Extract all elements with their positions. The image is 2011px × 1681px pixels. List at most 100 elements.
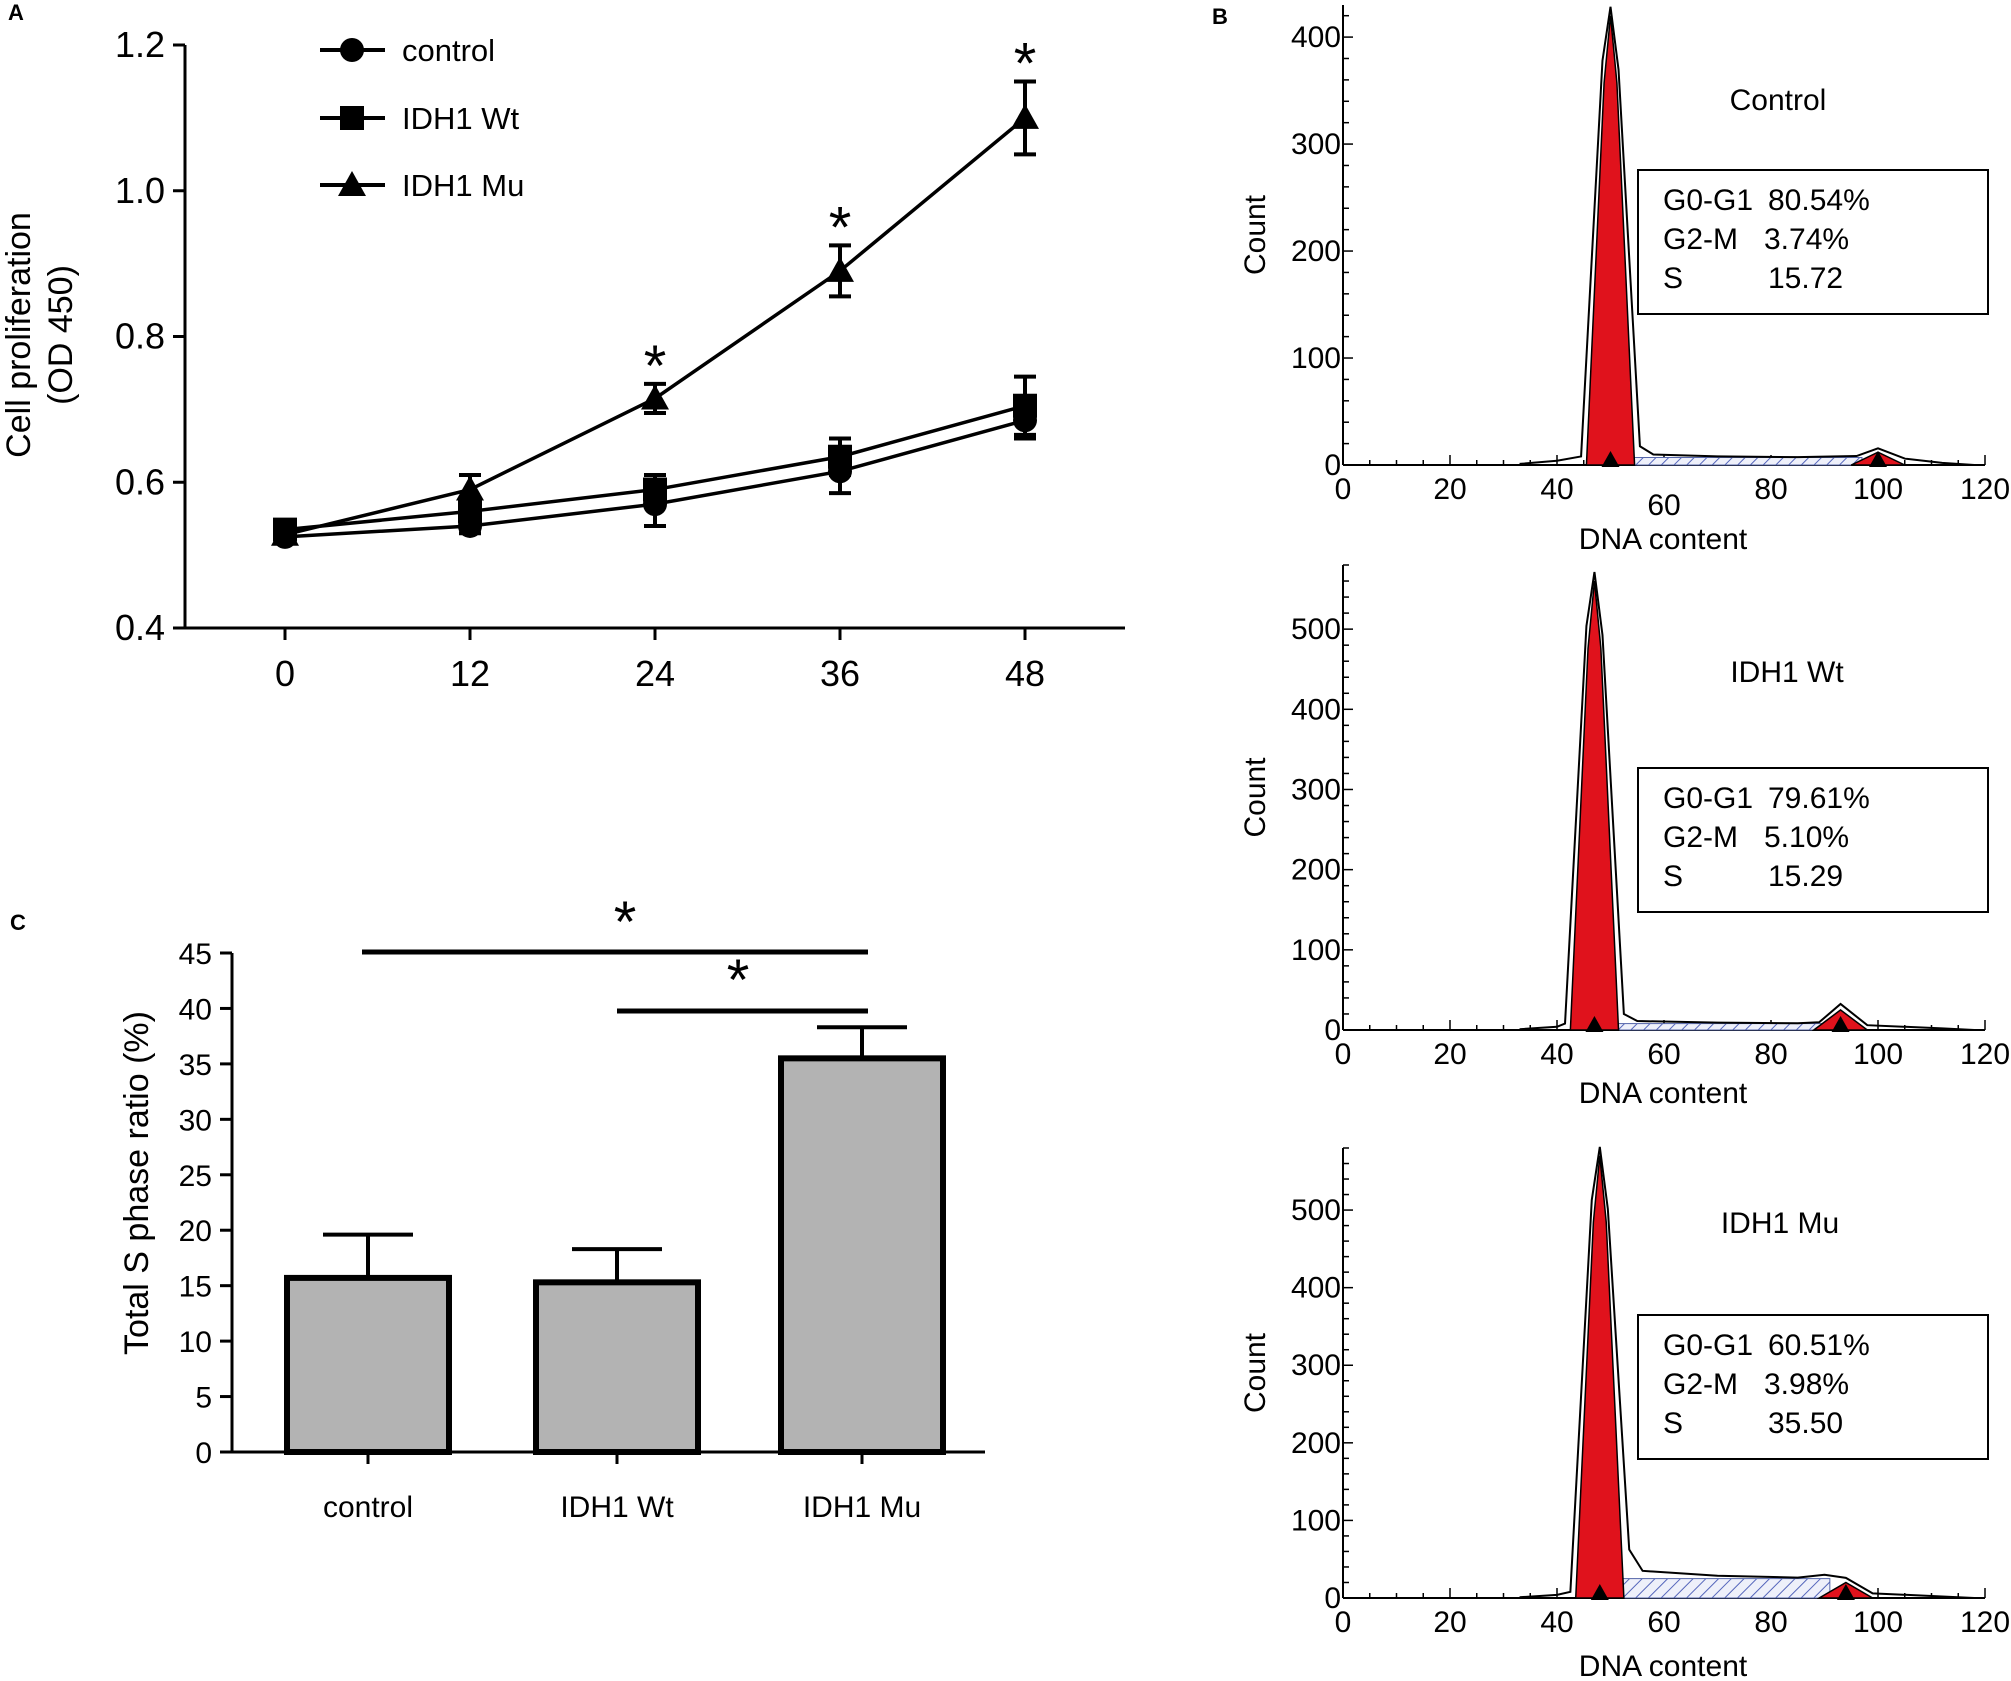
data-point-idh1-mu — [271, 520, 299, 546]
significance-star: * — [727, 948, 750, 1013]
x-tick-label: 40 — [1540, 1606, 1573, 1639]
panel-letter-c: C — [10, 910, 26, 935]
stat-value: 3.98% — [1764, 1368, 1849, 1401]
x-tick-label: 24 — [635, 653, 675, 694]
x-tick-label: 40 — [1540, 473, 1573, 506]
x-axis-label: DNA content — [1579, 1650, 1748, 1681]
peak-marker — [1831, 1016, 1850, 1032]
y-tick-label: 5 — [195, 1382, 212, 1415]
data-point-idh1-wt — [828, 444, 852, 469]
stat-value: 5.10% — [1764, 821, 1849, 854]
s-phase-area — [1631, 457, 1863, 466]
x-tick-label: 80 — [1754, 1606, 1787, 1639]
y-tick-label: 15 — [179, 1271, 212, 1304]
legend: control IDH1 Wt IDH1 Mu — [320, 33, 524, 203]
data-point-idh1-mu — [1011, 103, 1039, 129]
x-tick-label: 60 — [1647, 1038, 1680, 1071]
y-tick-label: 1.0 — [115, 170, 165, 211]
significance-star: * — [614, 890, 637, 955]
y-tick-label: 400 — [1291, 21, 1341, 54]
peak-marker — [1836, 1584, 1855, 1600]
y-tick-label: 10 — [179, 1326, 212, 1359]
data-point-idh1-wt — [1013, 393, 1037, 418]
y-tick-label: 0 — [1324, 449, 1341, 482]
y-tick-label: 400 — [1291, 1272, 1341, 1305]
legend-label: IDH1 Wt — [402, 101, 520, 136]
y-tick-label: 0 — [195, 1437, 212, 1470]
line-chart: 0.4 0.6 0.8 1.0 1.2 0 12 24 36 48 Cell proliferati… — [0, 24, 1125, 694]
significance-star: * — [1014, 31, 1037, 96]
bar-control — [284, 1274, 452, 1455]
peak-marker — [1601, 451, 1620, 467]
y-tick-label: 300 — [1291, 128, 1341, 161]
x-tick-label: 100 — [1853, 473, 1903, 506]
peak-marker — [1590, 1584, 1609, 1600]
x-tick-label: 0 — [275, 653, 295, 694]
y-tick-label: 0.8 — [115, 316, 165, 357]
histogram-idh1-wt: 0 100 200 300 400 500 0 20 40 60 80 100 120 Count DNA … — [1239, 564, 2010, 1110]
histogram-title: IDH1 Wt — [1730, 656, 1844, 689]
stat-label: G2-M — [1663, 223, 1738, 256]
x-tick-label: 100 — [1853, 1606, 1903, 1639]
x-tick-label: 120 — [1960, 473, 2010, 506]
data-point-idh1-wt — [643, 477, 667, 502]
data-point-idh1-mu — [641, 384, 669, 410]
y-tick-label: 45 — [179, 938, 212, 971]
y-axis-label: Total S phase ratio (%) — [118, 1011, 156, 1355]
legend-label: control — [402, 33, 495, 68]
y-tick-label: 300 — [1291, 773, 1341, 806]
stat-label: S — [1663, 1407, 1683, 1440]
x-axis-label: DNA content — [1579, 523, 1748, 556]
s-phase-area — [1615, 1023, 1825, 1031]
bar-chart: 0 5 10 15 20 25 30 35 40 45 Total S phase ratio (%… — [118, 890, 985, 1524]
stat-label: S — [1663, 860, 1683, 893]
stat-value: 15.29 — [1768, 860, 1843, 893]
y-tick-label: 20 — [179, 1215, 212, 1248]
legend-marker-idh1-wt — [340, 106, 364, 130]
histogram-idh1-mu: 0 100 200 300 400 500 0 20 40 60 80 100 120 Count DNA … — [1239, 1146, 2010, 1681]
x-tick-label: IDH1 Wt — [560, 1491, 674, 1524]
y-axis-label: Count — [1239, 1332, 1272, 1413]
stat-label: G0-G1 — [1663, 184, 1753, 217]
x-tick-label: 80 — [1754, 473, 1787, 506]
y-tick-label: 0.6 — [115, 461, 165, 502]
stat-value: 3.74% — [1764, 223, 1849, 256]
histogram-outline — [1519, 571, 1975, 1031]
data-point-idh1-mu — [826, 256, 854, 282]
y-tick-label: 40 — [179, 993, 212, 1026]
y-tick-label: 100 — [1291, 342, 1341, 375]
x-tick-label: 0 — [1335, 1606, 1352, 1639]
panel-letter-b: B — [1212, 4, 1228, 29]
x-tick-label: 60 — [1647, 489, 1680, 522]
stat-label: G2-M — [1663, 821, 1738, 854]
y-tick-label: 0 — [1324, 1582, 1341, 1615]
stats-box — [1637, 169, 1989, 315]
panel-letter-a: A — [8, 0, 24, 25]
stats-box — [1637, 767, 1989, 913]
x-axis-label: DNA content — [1579, 1077, 1748, 1110]
histogram-outline — [1519, 6, 1975, 466]
legend-label: IDH1 Mu — [402, 168, 524, 203]
y-axis-label: Cell proliferation — [0, 212, 38, 458]
legend-marker-idh1-mu — [338, 171, 366, 196]
x-tick-label: 60 — [1647, 1606, 1680, 1639]
x-tick-label: 48 — [1005, 653, 1045, 694]
y-tick-label: 400 — [1291, 693, 1341, 726]
legend-marker-control — [340, 38, 364, 62]
histogram-title: Control — [1730, 84, 1827, 117]
histogram-title: IDH1 Mu — [1721, 1207, 1839, 1240]
y-tick-label: 25 — [179, 1160, 212, 1193]
stat-label: G2-M — [1663, 1368, 1738, 1401]
x-tick-label: 0 — [1335, 473, 1352, 506]
x-tick-label: 100 — [1853, 1038, 1903, 1071]
x-tick-label: 80 — [1754, 1038, 1787, 1071]
series-idh1-mu — [271, 79, 1039, 546]
y-tick-label: 200 — [1291, 1427, 1341, 1460]
x-tick-label: 20 — [1433, 1038, 1466, 1071]
x-tick-label: 40 — [1540, 1038, 1573, 1071]
stat-label: G0-G1 — [1663, 782, 1753, 815]
y-tick-label: 200 — [1291, 235, 1341, 268]
y-tick-label: 1.2 — [115, 24, 165, 65]
stat-value: 15.72 — [1768, 262, 1843, 295]
